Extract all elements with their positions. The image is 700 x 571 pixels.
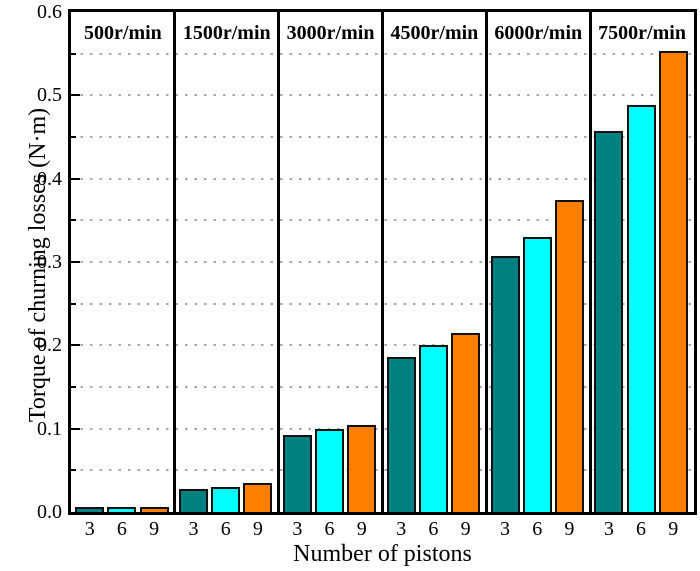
y-tick-label: 0.5 — [37, 84, 62, 107]
bar — [522, 237, 552, 512]
x-tick-label: 6 — [116, 518, 127, 540]
x-tick-label: 9 — [564, 518, 575, 540]
y-tick-label: 0.6 — [37, 1, 62, 23]
panel-divider — [484, 12, 488, 512]
x-tick-label: 3 — [603, 518, 614, 540]
panel-divider — [277, 12, 281, 512]
panel-label: 7500r/min — [598, 22, 686, 44]
x-tick-label: 9 — [356, 518, 367, 540]
y-minor-tick — [71, 52, 76, 55]
bar — [658, 51, 688, 512]
panel-label: 6000r/min — [494, 22, 583, 44]
bar — [179, 488, 209, 512]
y-major-tick — [71, 261, 80, 263]
bar — [75, 507, 105, 512]
bar — [451, 332, 481, 512]
y-tick-label: 0.2 — [37, 334, 62, 357]
x-tick-label: 3 — [500, 518, 511, 540]
x-tick-label: 6 — [532, 518, 543, 540]
y-tick-label: 0.1 — [37, 417, 62, 440]
bar — [386, 357, 416, 512]
bar — [490, 256, 520, 512]
x-tick-label: 9 — [460, 518, 471, 540]
y-minor-tick — [71, 469, 76, 472]
panel-label: 3000r/min — [286, 22, 375, 44]
x-tick-label: 9 — [252, 518, 263, 540]
y-tick-label: 0.0 — [37, 501, 62, 523]
bar — [107, 507, 137, 512]
bar — [211, 487, 241, 512]
panel-divider — [381, 12, 384, 512]
y-major-tick — [71, 344, 80, 347]
bar — [282, 434, 312, 512]
y-minor-tick — [71, 386, 76, 388]
y-minor-tick — [71, 219, 76, 222]
x-tick-label: 3 — [292, 518, 303, 540]
bar — [347, 424, 377, 512]
x-tick-label: 3 — [84, 518, 95, 540]
y-major-tick — [71, 94, 80, 97]
bar — [594, 131, 624, 512]
bar — [315, 428, 345, 512]
y-major-tick — [71, 177, 80, 180]
x-tick-label: 9 — [668, 518, 679, 540]
x-tick-label: 6 — [428, 518, 439, 540]
y-tick-label: 0.4 — [37, 167, 62, 190]
bar — [418, 345, 448, 512]
plot-area: 500r/min 1500r/min 3000r/min 4500r/min 6000r… — [68, 9, 697, 515]
x-tick-label: 6 — [220, 518, 231, 540]
y-major-tick — [71, 427, 80, 430]
panel-divider — [588, 12, 592, 512]
x-tick-label: 9 — [149, 518, 160, 540]
y-minor-tick — [71, 302, 76, 305]
x-tick-label: 3 — [188, 518, 199, 540]
bar — [626, 104, 656, 512]
x-tick-label: 6 — [636, 518, 647, 540]
panel-label: 1500r/min — [182, 22, 271, 44]
y-minor-tick — [71, 136, 76, 138]
bar — [554, 199, 584, 512]
panel-label: 500r/min — [84, 22, 162, 44]
x-tick-label: 6 — [324, 518, 335, 540]
bar — [243, 482, 273, 512]
x-axis-title: Number of pistons — [293, 541, 472, 567]
bar — [139, 507, 169, 512]
panel-divider — [173, 12, 177, 512]
x-tick-label: 3 — [396, 518, 407, 540]
y-tick-label: 0.3 — [37, 251, 62, 273]
panel-label: 4500r/min — [390, 22, 479, 44]
